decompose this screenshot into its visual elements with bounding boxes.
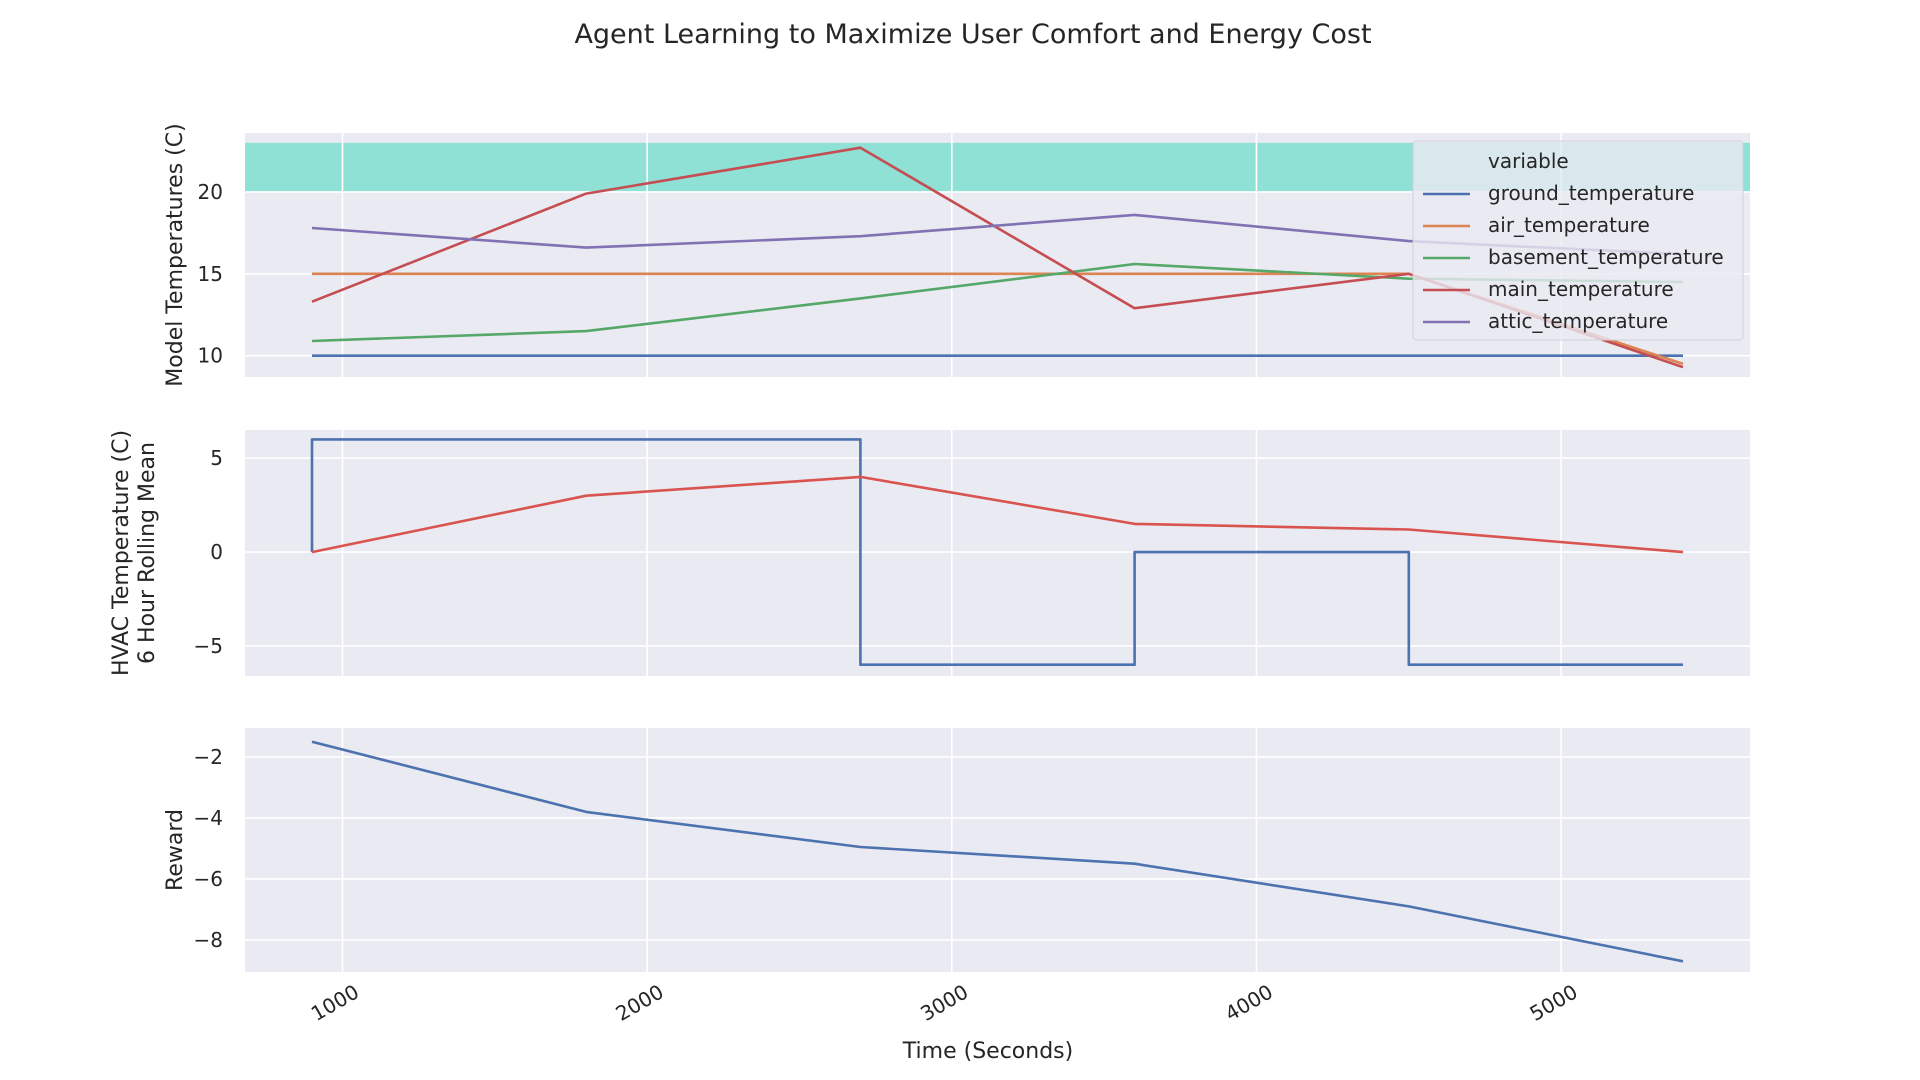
subplots: 10 15 20 Model Temperatures (C) variable grou…	[109, 123, 1750, 972]
series-line-1	[311, 740, 1684, 963]
y-tick-label: 0	[210, 540, 223, 564]
x-tick-label: 1000	[307, 980, 363, 1026]
series-line-1	[310, 438, 1683, 667]
chart-title: Agent Learning to Maximize User Comfort …	[574, 19, 1371, 50]
legend: variable ground_temperature air_temperatur…	[1412, 140, 1744, 341]
y-tick-label: −4	[194, 806, 223, 830]
x-tick-label: 4000	[1221, 980, 1277, 1026]
y-tick-label: 5	[210, 446, 223, 470]
y-tick-label: −6	[194, 867, 223, 891]
x-tick-labels: 1000 2000 3000 4000 5000	[307, 980, 1582, 1026]
y-tick-label: 10	[198, 344, 223, 368]
x-tick-label: 5000	[1526, 980, 1582, 1026]
x-tick-label: 2000	[612, 980, 668, 1026]
y-axis-label: Reward	[163, 809, 188, 891]
legend-entry-air_temperature: air_temperature	[1488, 213, 1650, 237]
y-tick-label: 20	[198, 180, 223, 204]
legend-entry-main_temperature: main_temperature	[1488, 277, 1674, 301]
series-line-2	[311, 475, 1684, 554]
plot-area	[245, 430, 1750, 676]
y-axis-label: HVAC Temperature (C)6 Hour Rolling Mean	[109, 430, 160, 676]
subplot-2: −5 0 5 HVAC Temperature (C)6 Hour Rolling M…	[109, 430, 1750, 676]
y-tick-label: −2	[194, 745, 223, 769]
subplot-3: −8 −6 −4 −2 Reward	[163, 728, 1750, 972]
legend-entry-basement_temperature: basement_temperature	[1488, 245, 1724, 269]
y-tick-label: 15	[198, 262, 223, 286]
plot-area	[245, 728, 1750, 972]
y-axis-label: Model Temperatures (C)	[163, 123, 188, 386]
x-axis-label: Time (Seconds)	[902, 1039, 1073, 1064]
subplot-1: 10 15 20 Model Temperatures (C) variable grou…	[163, 123, 1750, 387]
legend-title: variable	[1488, 149, 1569, 173]
legend-entry-ground_temperature: ground_temperature	[1488, 181, 1694, 205]
x-tick-label: 3000	[916, 980, 972, 1026]
legend-box	[1412, 140, 1744, 341]
y-tick-label: −8	[194, 928, 223, 952]
y-tick-label: −5	[194, 634, 223, 658]
legend-entry-attic_temperature: attic_temperature	[1488, 309, 1668, 333]
